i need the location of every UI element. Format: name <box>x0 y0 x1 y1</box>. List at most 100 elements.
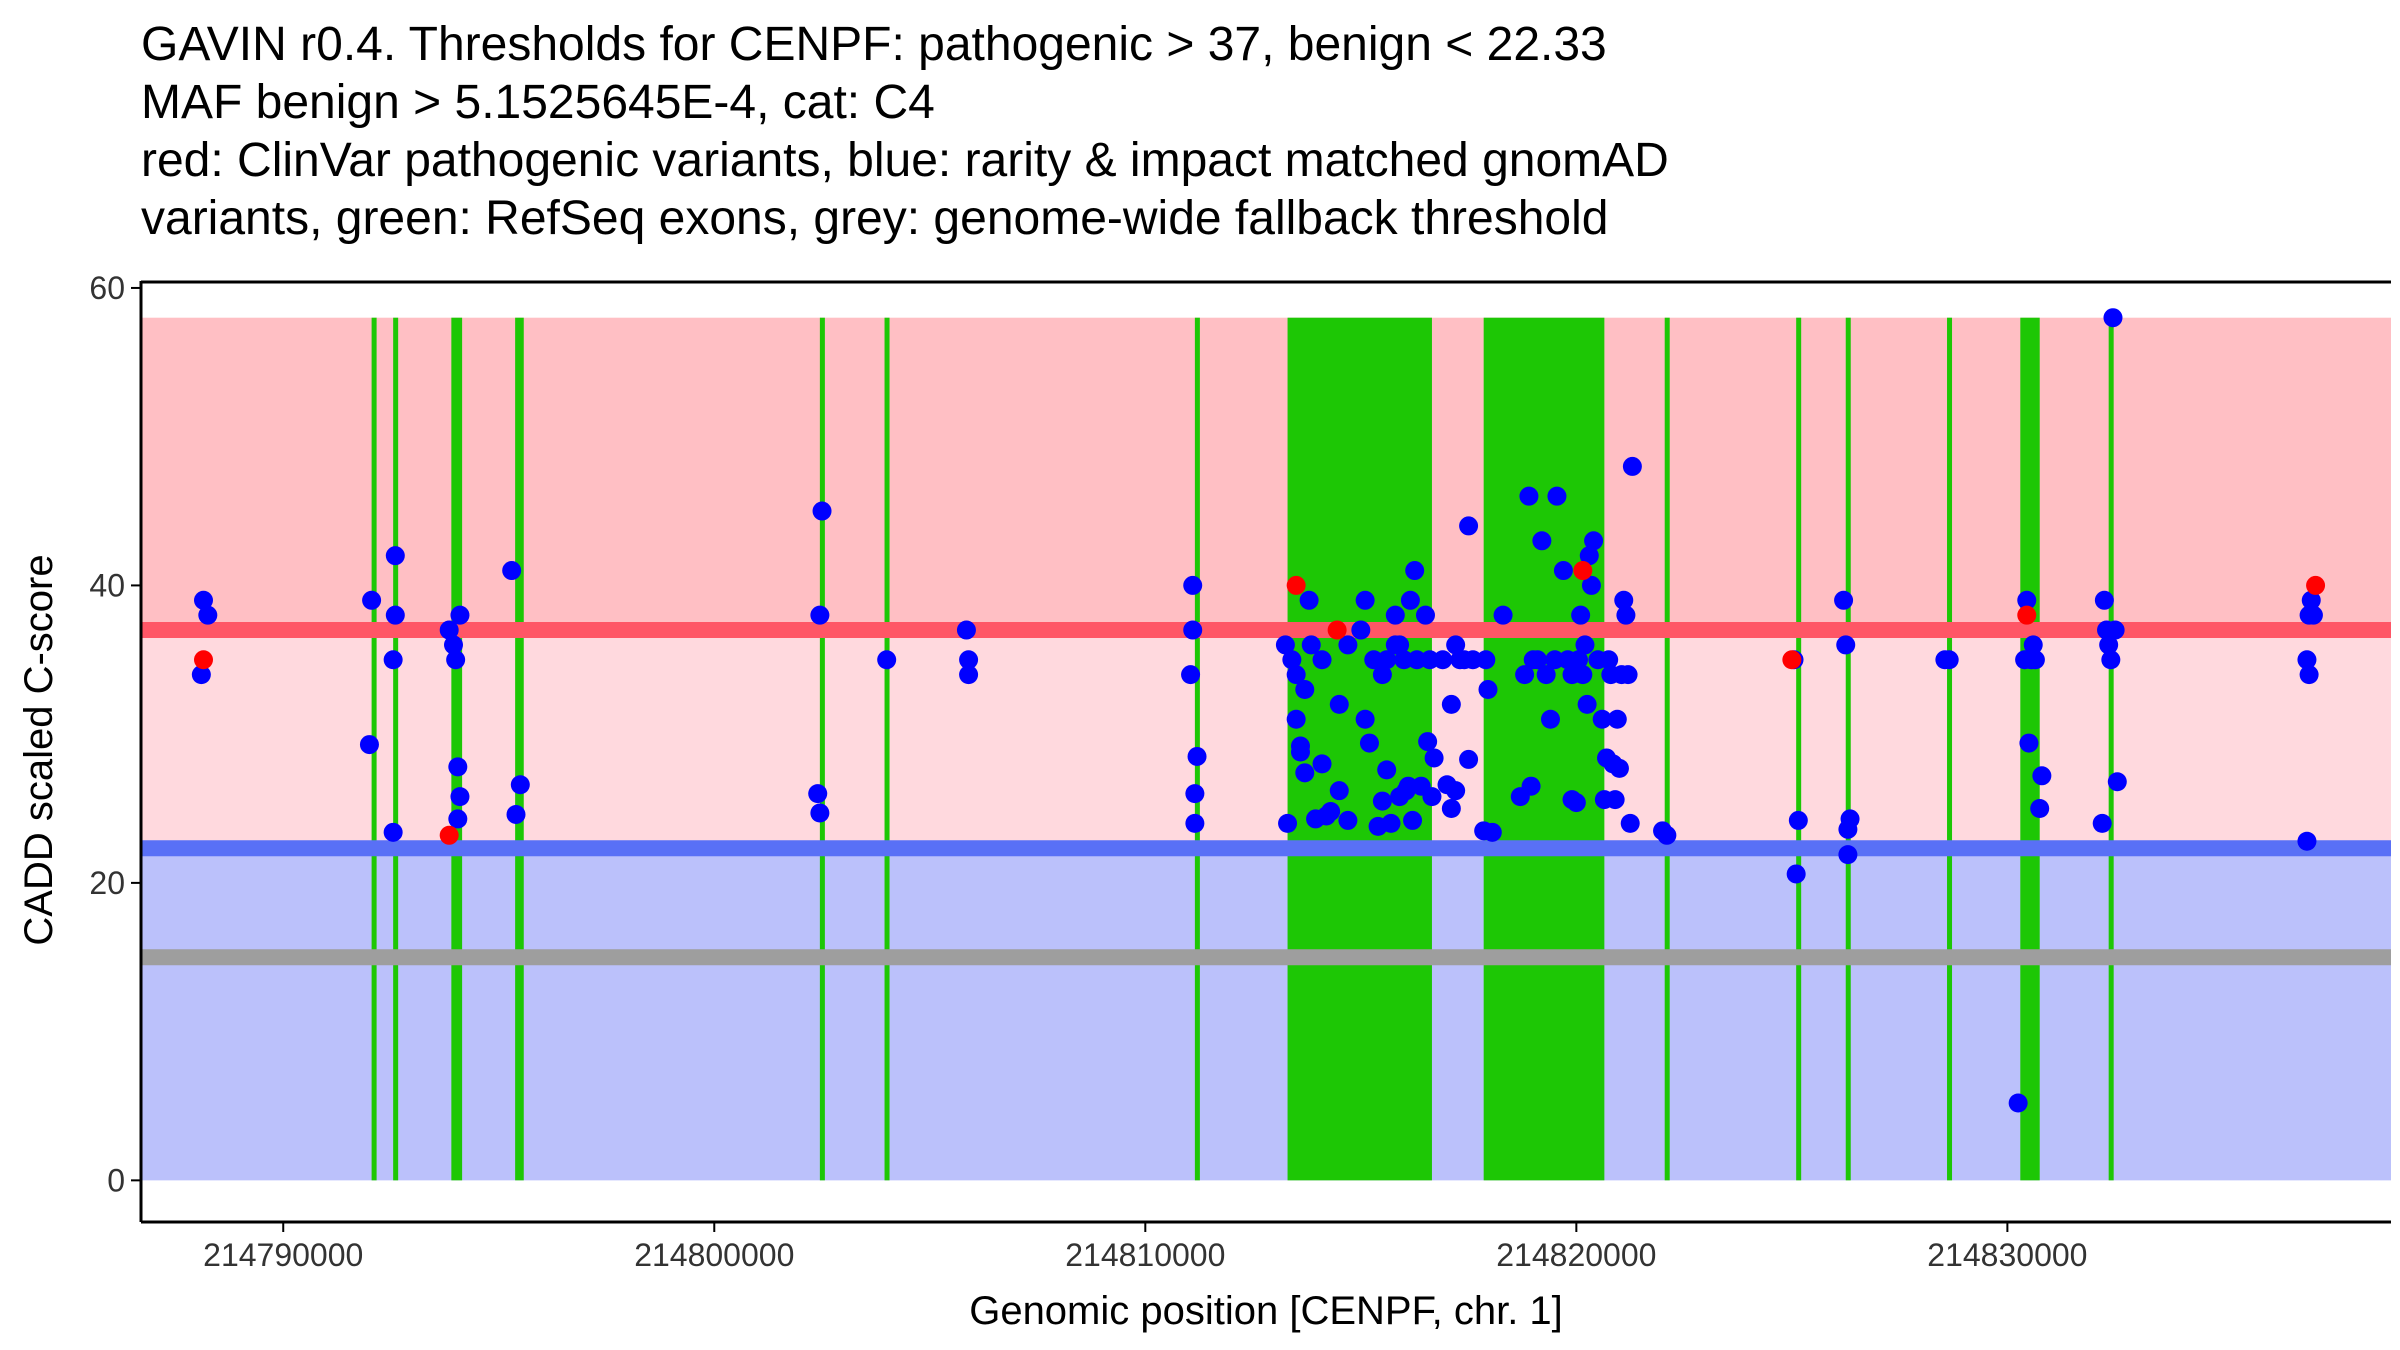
gnomad-point <box>1422 787 1442 807</box>
gnomad-point <box>2008 1093 2028 1113</box>
gnomad-point <box>1581 575 1601 595</box>
gnomad-point <box>808 784 828 804</box>
gnomad-point <box>1577 694 1597 714</box>
gnomad-point <box>385 605 405 625</box>
gnomad-point <box>1459 749 1479 769</box>
gnomad-point <box>1515 665 1535 685</box>
exon-15 <box>2108 317 2114 1181</box>
clinvar-point <box>1286 575 1306 595</box>
gnomad-point <box>1275 635 1295 655</box>
threshold-zones <box>141 317 2391 1181</box>
gnomad-point <box>2297 650 2317 670</box>
gnomad-point <box>502 561 522 581</box>
gnomad-point <box>1493 605 1513 625</box>
gnomad-point <box>1446 635 1466 655</box>
gnomad-point <box>1547 486 1567 506</box>
gnomad-point <box>1609 758 1629 778</box>
gnomad-point <box>1599 650 1619 670</box>
gnomad-point <box>1329 781 1349 801</box>
chart-title: GAVIN r0.4. Thresholds for CENPF: pathog… <box>141 16 1669 248</box>
gnomad-point <box>1614 590 1634 610</box>
gnomad-point <box>1185 784 1205 804</box>
gnomad-point <box>450 605 470 625</box>
gnomad-point <box>812 501 832 521</box>
gnomad-point <box>2023 635 2043 655</box>
gnomad-point <box>1312 650 1332 670</box>
gnomad-point <box>1286 709 1306 729</box>
exon-5 <box>819 317 825 1181</box>
gnomad-point <box>1187 746 1207 766</box>
gnomad-point <box>1295 763 1315 783</box>
gnomad-point <box>1183 575 1203 595</box>
gnomad-point <box>1377 760 1397 780</box>
axes: 0 20 40 60 214790000 214800000 214810000 214820… <box>89 270 2391 1273</box>
gnomad-point <box>810 803 830 823</box>
gnomad-point <box>1532 531 1552 551</box>
gnomad-point <box>1607 709 1627 729</box>
x-tick-label: 214810000 <box>1065 1237 1225 1273</box>
y-tick-label: 40 <box>89 567 125 603</box>
gnomad-point <box>1418 732 1438 752</box>
gnomad-point <box>194 590 213 610</box>
gnomad-point <box>448 809 468 829</box>
gnomad-point <box>2019 733 2039 753</box>
gnomad-point <box>510 775 530 795</box>
title-line-2: MAF benign > 5.1525645E-4, cat: C4 <box>141 76 935 129</box>
gnomad-point <box>1528 650 1548 670</box>
gnomad-point <box>1657 825 1677 845</box>
gnomad-point <box>1433 650 1453 670</box>
gnomad-point <box>439 620 459 640</box>
gnomad-point <box>2103 308 2123 328</box>
gnomad-point <box>1569 650 1588 670</box>
gnomad-point <box>1185 813 1205 833</box>
gnomad-point <box>1566 793 1586 813</box>
gnomad-point <box>1329 694 1349 714</box>
gnomad-point <box>191 665 211 685</box>
gnomad-point <box>1786 864 1806 884</box>
gnomad-point <box>448 757 468 777</box>
gnomad-point <box>1390 635 1410 655</box>
gnomad-point <box>1400 590 1420 610</box>
gnomad-point <box>1403 810 1423 830</box>
gnomad-point <box>1415 605 1435 625</box>
gnomad-point <box>1540 709 1560 729</box>
title-line-3: red: ClinVar pathogenic variants, blue: … <box>141 134 1669 187</box>
gnomad-point <box>1381 813 1401 833</box>
gnomad-point <box>383 822 403 842</box>
gnomad-point <box>2101 650 2121 670</box>
threshold-lines <box>141 622 2391 966</box>
gnomad-point <box>1482 822 1502 842</box>
gnomad-point <box>506 804 526 824</box>
gnomad-point <box>1441 799 1461 819</box>
x-tick-label: 214820000 <box>1496 1237 1656 1273</box>
x-tick-label: 214830000 <box>1927 1237 2087 1273</box>
uncertain-zone <box>141 630 2391 849</box>
gnomad-point <box>2094 590 2114 610</box>
gnomad-point <box>2297 831 2317 851</box>
y-tick-label: 20 <box>89 865 125 901</box>
exon-4 <box>515 317 524 1181</box>
gnomad-point <box>1620 813 1640 833</box>
clinvar-point <box>439 825 459 845</box>
gnomad-point <box>362 590 382 610</box>
title-line-4: variants, green: RefSeq exons, grey: gen… <box>141 192 1609 245</box>
gnomad-point <box>1372 791 1392 811</box>
gnomad-point <box>1278 813 1298 833</box>
gnomad-point <box>1385 605 1405 625</box>
gnomad-point <box>2030 799 2050 819</box>
gnomad-point <box>444 635 463 655</box>
gnomad-point <box>383 650 403 670</box>
clinvar-point <box>2306 575 2326 595</box>
gnomad-point <box>1838 845 1858 865</box>
gnomad-point <box>2032 766 2052 786</box>
gnomad-point <box>1459 516 1479 536</box>
gnomad-point <box>2099 635 2119 655</box>
gnomad-point <box>1441 694 1461 714</box>
gnomad-point <box>1372 665 1392 685</box>
gnomad-point <box>1788 810 1808 830</box>
gnomad-point <box>1183 620 1203 640</box>
pathogenic-zone <box>141 317 2391 631</box>
gnomad-point <box>877 650 897 670</box>
gnomad-point <box>1579 546 1599 566</box>
gnomad-point <box>1836 635 1856 655</box>
